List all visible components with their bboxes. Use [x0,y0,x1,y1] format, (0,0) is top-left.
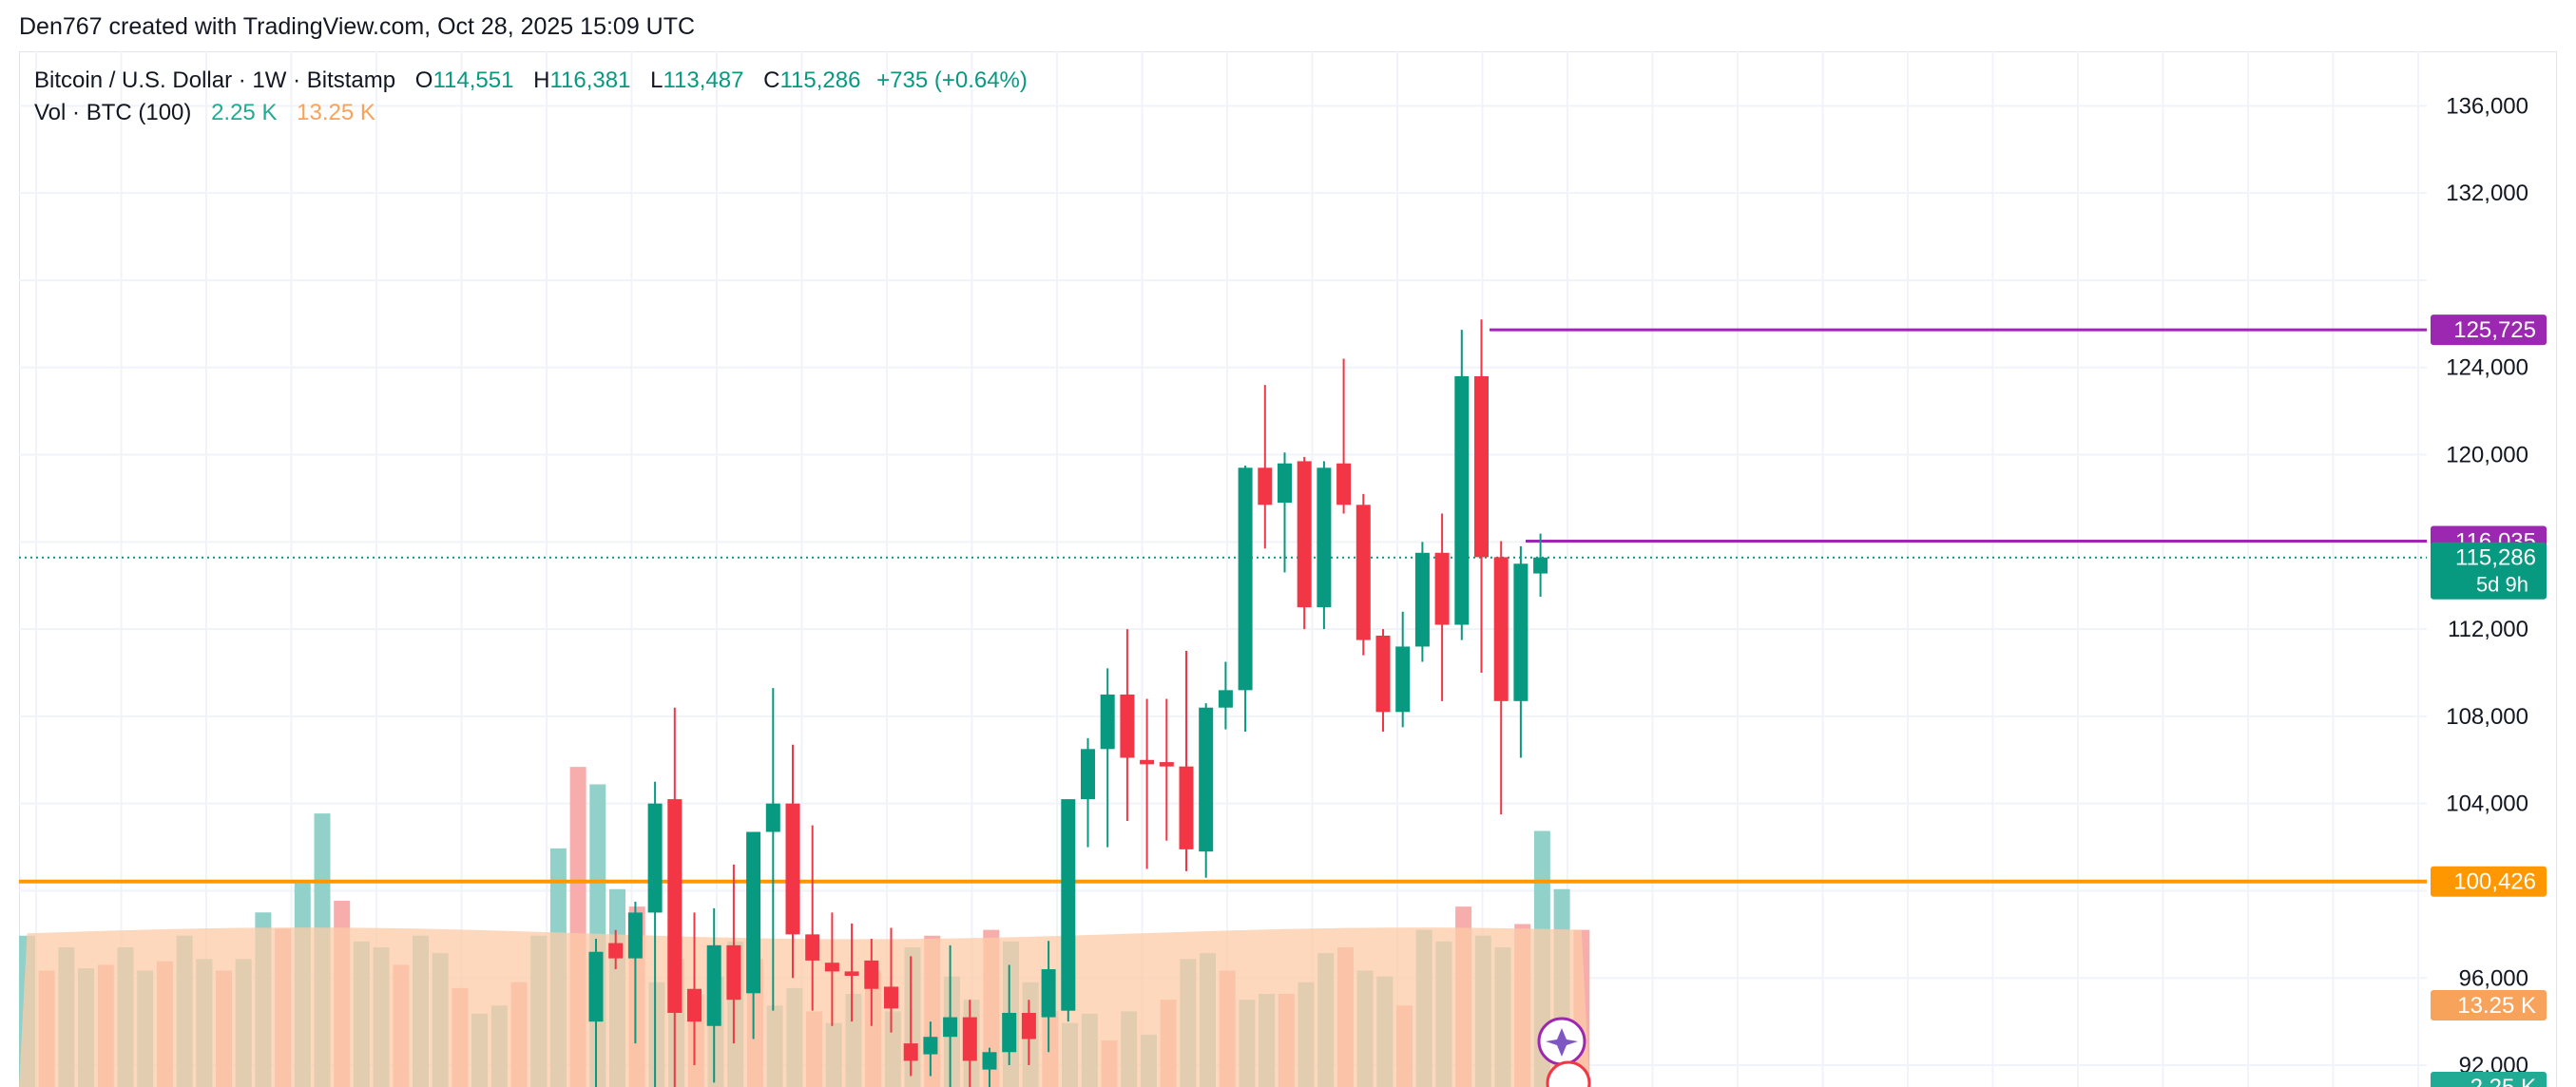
candle-body-10 [785,803,800,935]
candle-body-9 [765,803,780,832]
candle-body-48 [1533,557,1548,574]
candle-body-36 [1297,461,1312,608]
price-axis: 92,00096,000104,000108,000112,000120,000… [2446,93,2528,1078]
candle-body-13 [844,971,859,976]
candle-body-2 [627,912,643,959]
high-label: H [533,67,550,93]
y-tick-label-2: 104,000 [2446,791,2528,817]
volume-ma-badge-bg [2431,990,2547,1020]
candle-body-14 [864,960,879,989]
candle-body-45 [1474,375,1489,558]
candle-body-15 [884,986,898,1009]
candle-body-30 [1179,766,1194,849]
y-tick-label-8: 136,000 [2446,93,2528,119]
candle-body-42 [1414,552,1430,647]
candle-body-26 [1100,694,1115,750]
price-lines [19,328,2427,884]
candle-body-5 [687,988,702,1022]
candle-body-1 [608,943,624,959]
candle-body-46 [1493,557,1509,701]
price-badge-2-text: 100,426 [2453,869,2536,895]
candle-body-47 [1513,563,1528,701]
candle-body-8 [746,831,761,994]
symbol-title: Bitcoin / U.S. Dollar · 1W · Bitstamp [34,67,396,93]
y-tick-label-1: 96,000 [2459,965,2528,991]
candle-body-33 [1238,467,1253,691]
candle-body-6 [706,944,721,1026]
last-price-badge-text: 115,286 [2455,545,2536,571]
candle-body-25 [1081,749,1095,800]
candle-body-3 [647,803,663,913]
spark-icon-glyph [1546,1028,1578,1057]
candle-body-34 [1258,467,1273,505]
chart-frame[interactable] [19,51,2557,1087]
price-badge-0-text: 125,725 [2453,317,2536,343]
candle-body-43 [1434,552,1450,625]
y-tick-label-7: 132,000 [2446,181,2528,206]
candle-body-27 [1120,694,1135,758]
volume-ma-area [19,927,1590,1087]
candle-body-4 [667,799,682,1013]
candle-body-19 [962,1017,977,1061]
y-tick-label-4: 112,000 [2448,617,2528,642]
low-label: L [650,67,663,93]
chart-credit: Den767 created with TradingView.com, Oct… [19,13,696,40]
candle-body-32 [1218,690,1233,708]
volume-ma-badge-text: 13.25 K [2457,993,2536,1019]
last-price-badge-countdown: 5d 9h [2476,573,2528,597]
open-label: O [414,67,433,93]
candle-body-39 [1355,505,1371,640]
globe-icon [1546,1060,1591,1087]
last-price-badge-bg [2431,542,2547,600]
y-tick-label-5: 120,000 [2446,443,2528,468]
candle-body-11 [805,934,820,961]
volume-value: 2.25 K [211,100,278,125]
candle-body-31 [1199,707,1214,852]
candle-body-20 [982,1052,997,1070]
y-tick-label-6: 124,000 [2446,355,2528,381]
candle-body-29 [1159,762,1174,767]
candle-body-7 [726,944,741,1001]
candle-body-21 [1002,1012,1017,1053]
candle-body-23 [1041,969,1056,1018]
candles-layer [588,319,1548,1087]
candle-body-35 [1278,463,1292,504]
candle-body-40 [1375,635,1391,713]
candle-body-12 [824,963,839,972]
open-value: 114,551 [433,67,514,93]
candle-body-24 [1061,799,1076,1011]
volume-ma-value: 13.25 K [297,100,375,125]
candle-body-0 [588,951,604,1022]
candle-body-18 [943,1017,958,1038]
price-badge-2-bg [2431,866,2547,897]
candle-body-28 [1140,759,1155,765]
volume-layer [19,767,1590,1087]
candle-body-17 [923,1037,938,1055]
candle-body-44 [1454,375,1470,625]
candle-body-38 [1336,463,1352,505]
volume-title: Vol · BTC (100) [34,100,192,125]
price-badge-0-bg [2431,315,2547,346]
volume-badge-text: 2.25 K [2470,1075,2536,1087]
high-value: 116,381 [549,67,631,93]
low-value: 113,487 [663,67,744,93]
candle-body-37 [1317,467,1332,608]
volume-badge-bg [2431,1072,2547,1087]
candle-body-22 [1021,1012,1036,1039]
candle-body-16 [903,1043,918,1061]
candle-body-41 [1395,646,1411,713]
close-value: 115,286 [779,67,861,93]
change-value: +735 (+0.64%) [876,67,1028,93]
y-tick-label-3: 108,000 [2446,704,2528,730]
symbol-legend[interactable]: Bitcoin / U.S. Dollar · 1W · Bitstamp O1… [34,67,1028,94]
close-label: C [763,67,780,93]
volume-legend[interactable]: Vol · BTC (100) 2.25 K 13.25 K [34,100,375,126]
floating-tools [1537,1017,1591,1087]
